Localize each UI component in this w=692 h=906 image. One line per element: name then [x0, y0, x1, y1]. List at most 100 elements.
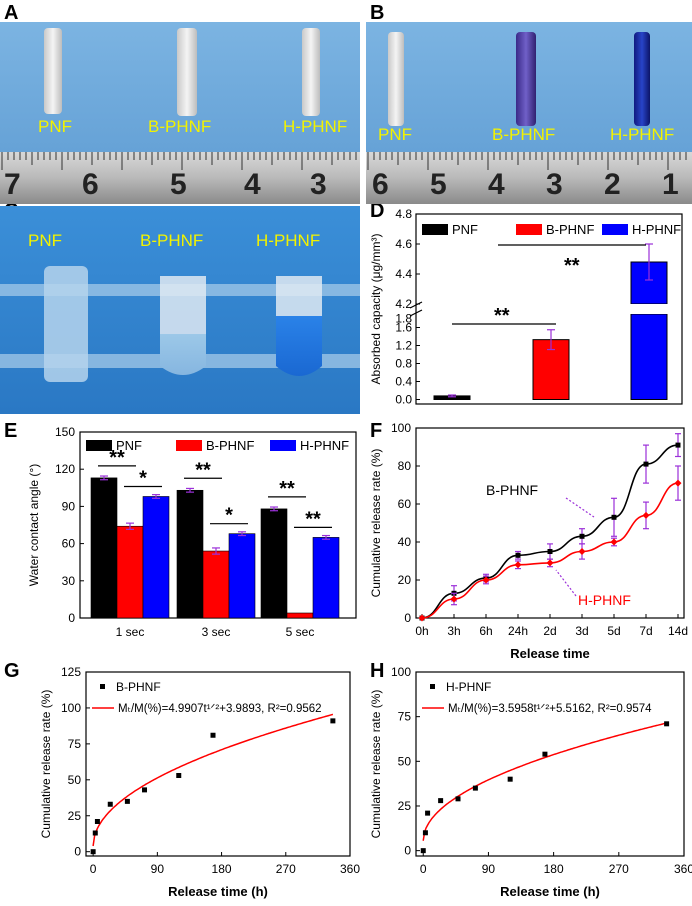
ruler-number: 6: [82, 168, 99, 201]
ruler-number: 4: [244, 168, 261, 201]
ruler-number: 4: [488, 168, 505, 201]
bar: [630, 313, 668, 400]
y-tick-label: 75: [68, 737, 82, 751]
legend-swatch: [270, 440, 296, 451]
data-point: [547, 549, 553, 554]
fit-curve: [422, 722, 667, 841]
ruler-number: 3: [546, 168, 563, 201]
bar: [202, 550, 230, 619]
data-point: [455, 796, 461, 802]
y-tick-label: 0: [74, 845, 81, 859]
legend-swatch: [176, 440, 202, 451]
fit-curve: [92, 713, 334, 847]
legend-label: H-PHNF: [300, 438, 349, 453]
y-tick-label: 100: [61, 701, 81, 715]
ruler-number: 5: [170, 168, 187, 201]
y-tick-label: 90: [62, 499, 76, 513]
data-point: [675, 442, 681, 448]
x-tick-label: 180: [544, 862, 564, 876]
plot-frame: [85, 671, 351, 857]
bar: [228, 533, 256, 619]
x-tick-label: 90: [482, 862, 496, 876]
label-b-phnf: B-PHNF: [148, 117, 211, 136]
tube-b-phnf: [177, 28, 197, 116]
y-tick-label: 75: [398, 710, 412, 724]
label-pnf: PNF: [28, 231, 62, 250]
y-tick-label: 50: [68, 773, 82, 787]
vial-b-phnf-liquid: [160, 334, 206, 375]
x-tick-label: 2d: [543, 624, 556, 638]
bar: [142, 496, 170, 619]
data-point: [90, 849, 96, 855]
y-axis-label: Cumulative release rate (%): [369, 449, 383, 598]
data-point: [438, 798, 444, 804]
y-tick-label: 150: [55, 425, 75, 439]
y-tick-label: 25: [398, 799, 412, 813]
x-tick-label: 5d: [607, 624, 620, 638]
y-tick-label: 0: [404, 611, 411, 625]
x-tick-label: 3h: [447, 624, 460, 638]
legend-marker: [100, 684, 105, 689]
y-tick-label: 0.8: [395, 357, 412, 371]
bar-break-gap: [630, 304, 668, 314]
legend-label: B-PHNF: [116, 680, 161, 694]
y-tick-label: 4.2: [395, 297, 412, 311]
x-tick-label: 14d: [668, 624, 688, 638]
data-point: [578, 548, 586, 555]
data-point: [507, 776, 513, 782]
tube-h-phnf: [302, 28, 320, 116]
bar: [286, 612, 314, 619]
y-tick-label: 25: [68, 809, 82, 823]
x-tick-label: 360: [674, 862, 692, 876]
x-tick-label: 180: [212, 862, 232, 876]
data-point: [418, 614, 426, 622]
x-axis-label: Release time: [510, 646, 590, 661]
legend-marker: [430, 684, 435, 689]
x-tick-label: 270: [276, 862, 296, 876]
label-b-phnf: B-PHNF: [492, 125, 555, 144]
ruler-a-ticks: [1, 152, 357, 170]
label-h-phnf: H-PHNF: [283, 117, 347, 136]
vial-h-phnf-liquid: [276, 316, 322, 376]
annotation-h-phnf: H-PHNF: [578, 592, 631, 608]
y-tick-label: 4.4: [395, 267, 412, 281]
data-point: [482, 576, 490, 584]
data-point: [176, 773, 182, 778]
chart-h: 0 25 50 75 100 0 90 180 270 360 Release time (h) Cu…: [369, 665, 692, 899]
bar: [90, 477, 118, 619]
vial-pnf: [44, 266, 88, 382]
y-tick-label: 100: [391, 665, 411, 679]
data-point: [579, 533, 585, 539]
y-tick-label: 0.4: [395, 375, 412, 389]
data-point: [542, 751, 548, 757]
bar: [176, 489, 204, 619]
panel-letter-f: F: [370, 420, 383, 442]
data-point: [330, 718, 336, 724]
significance-mark: **: [109, 447, 125, 469]
legend-label: B-PHNF: [546, 222, 594, 237]
data-point: [674, 479, 682, 487]
legend-label: H-PHNF: [446, 680, 491, 694]
chart-g: 0 25 50 75 100 125 0 90 180 270 360 Release time (h…: [39, 665, 360, 899]
legend-swatch: [422, 224, 448, 235]
ruler-number: 6: [372, 168, 389, 201]
legend-swatch: [602, 224, 628, 235]
significance-mark: **: [279, 478, 295, 500]
y-tick-label: 60: [398, 497, 412, 511]
annotation-b-phnf: B-PHNF: [486, 482, 538, 498]
data-point: [642, 511, 650, 519]
legend-label: H-PHNF: [632, 222, 681, 237]
ruler-number: 3: [310, 168, 327, 201]
data-point: [422, 830, 428, 836]
data-point: [472, 785, 478, 791]
ruler-number: 1: [662, 168, 679, 201]
y-tick-label: 0: [404, 844, 411, 858]
data-point: [425, 810, 431, 816]
y-tick-label: 120: [55, 462, 75, 476]
data-point: [450, 595, 458, 603]
data-point: [515, 552, 521, 558]
y-tick-label: 0.0: [395, 393, 412, 407]
y-axis-label: Water contact angle (°): [27, 464, 41, 586]
panel-letter-d: D: [370, 200, 385, 222]
annotation-leader: [565, 497, 595, 518]
